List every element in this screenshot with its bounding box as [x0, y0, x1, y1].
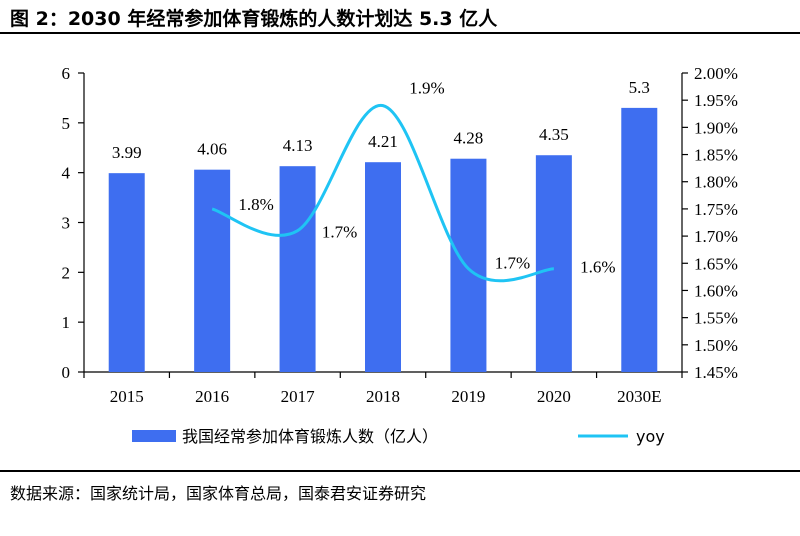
- right-tick-label: 1.95%: [694, 91, 738, 110]
- x-tick-label: 2018: [366, 387, 400, 406]
- bar: [108, 173, 145, 372]
- right-tick-label: 1.45%: [694, 363, 738, 382]
- right-tick-label: 1.75%: [694, 200, 738, 219]
- right-tick-label: 2.00%: [694, 64, 738, 83]
- right-tick-label: 1.55%: [694, 309, 738, 328]
- left-tick-label: 6: [62, 64, 71, 83]
- bar: [279, 166, 316, 372]
- left-tick-label: 3: [62, 214, 71, 233]
- left-tick-label: 4: [62, 164, 71, 183]
- title-rule: [0, 32, 800, 34]
- right-tick-label: 1.65%: [694, 254, 738, 273]
- left-tick-label: 2: [62, 263, 71, 282]
- bar: [365, 162, 401, 372]
- bar-data-label: 4.06: [197, 140, 227, 159]
- left-tick-label: 1: [62, 313, 71, 332]
- bar-data-label: 3.99: [112, 143, 142, 162]
- x-tick-label: 2017: [281, 387, 316, 406]
- bar: [450, 158, 487, 372]
- bar: [535, 155, 572, 372]
- yoy-data-label: 1.7%: [495, 254, 530, 273]
- line-labels: 1.8% 1.7% 1.9% 1.7% 1.6%: [238, 79, 615, 277]
- bar: [621, 107, 658, 372]
- legend: 我国经常参加体育锻炼人数（亿人） yoy: [132, 427, 665, 446]
- right-tick-label: 1.60%: [694, 281, 738, 300]
- x-tick-label: 2020: [537, 387, 571, 406]
- x-tick-label: 2015: [110, 387, 144, 406]
- right-tick-label: 1.90%: [694, 118, 738, 137]
- legend-label-line: yoy: [636, 427, 665, 446]
- bar: [194, 169, 231, 372]
- bar-data-label: 4.21: [368, 132, 398, 151]
- chart: 0 1 2 3 4 5 6 1.45% 1.50% 1.55% 1.60% 1.65% 1.70% 1.7…: [62, 64, 738, 446]
- yoy-data-label: 1.7%: [322, 223, 357, 242]
- bar-data-label: 4.13: [283, 136, 313, 155]
- x-tick-label: 2016: [195, 387, 229, 406]
- bar-labels: 3.99 4.06 4.13 4.21 4.28 4.35 5.3: [112, 78, 650, 162]
- yoy-line: [211, 104, 555, 283]
- x-tick-label: 2030E: [617, 387, 661, 406]
- left-tick-label: 5: [62, 114, 71, 133]
- source-note: 数据来源：国家统计局，国家体育总局，国泰君安证券研究: [10, 484, 427, 503]
- right-tick-label: 1.80%: [694, 173, 738, 192]
- legend-swatch-bar: [132, 430, 176, 442]
- bar-data-label: 4.28: [454, 129, 484, 148]
- yoy-data-label: 1.8%: [238, 195, 273, 214]
- yoy-series-line: [211, 104, 555, 283]
- x-tick-label: 2019: [451, 387, 485, 406]
- left-tick-label: 0: [62, 363, 71, 382]
- right-tick-label: 1.70%: [694, 227, 738, 246]
- axes: 0 1 2 3 4 5 6 1.45% 1.50% 1.55% 1.60% 1.65% 1.70% 1.7…: [62, 64, 738, 406]
- bars: [108, 107, 658, 372]
- bar-data-label: 5.3: [629, 78, 650, 97]
- legend-label-bar: 我国经常参加体育锻炼人数（亿人）: [182, 427, 438, 446]
- source-rule: [0, 470, 800, 472]
- bar-data-label: 4.35: [539, 125, 569, 144]
- right-tick-label: 1.50%: [694, 336, 738, 355]
- page-title: 图 2：2030 年经常参加体育锻炼的人数计划达 5.3 亿人: [10, 8, 498, 30]
- yoy-data-label: 1.9%: [409, 79, 444, 98]
- right-tick-label: 1.85%: [694, 146, 738, 165]
- yoy-data-label: 1.6%: [580, 258, 615, 277]
